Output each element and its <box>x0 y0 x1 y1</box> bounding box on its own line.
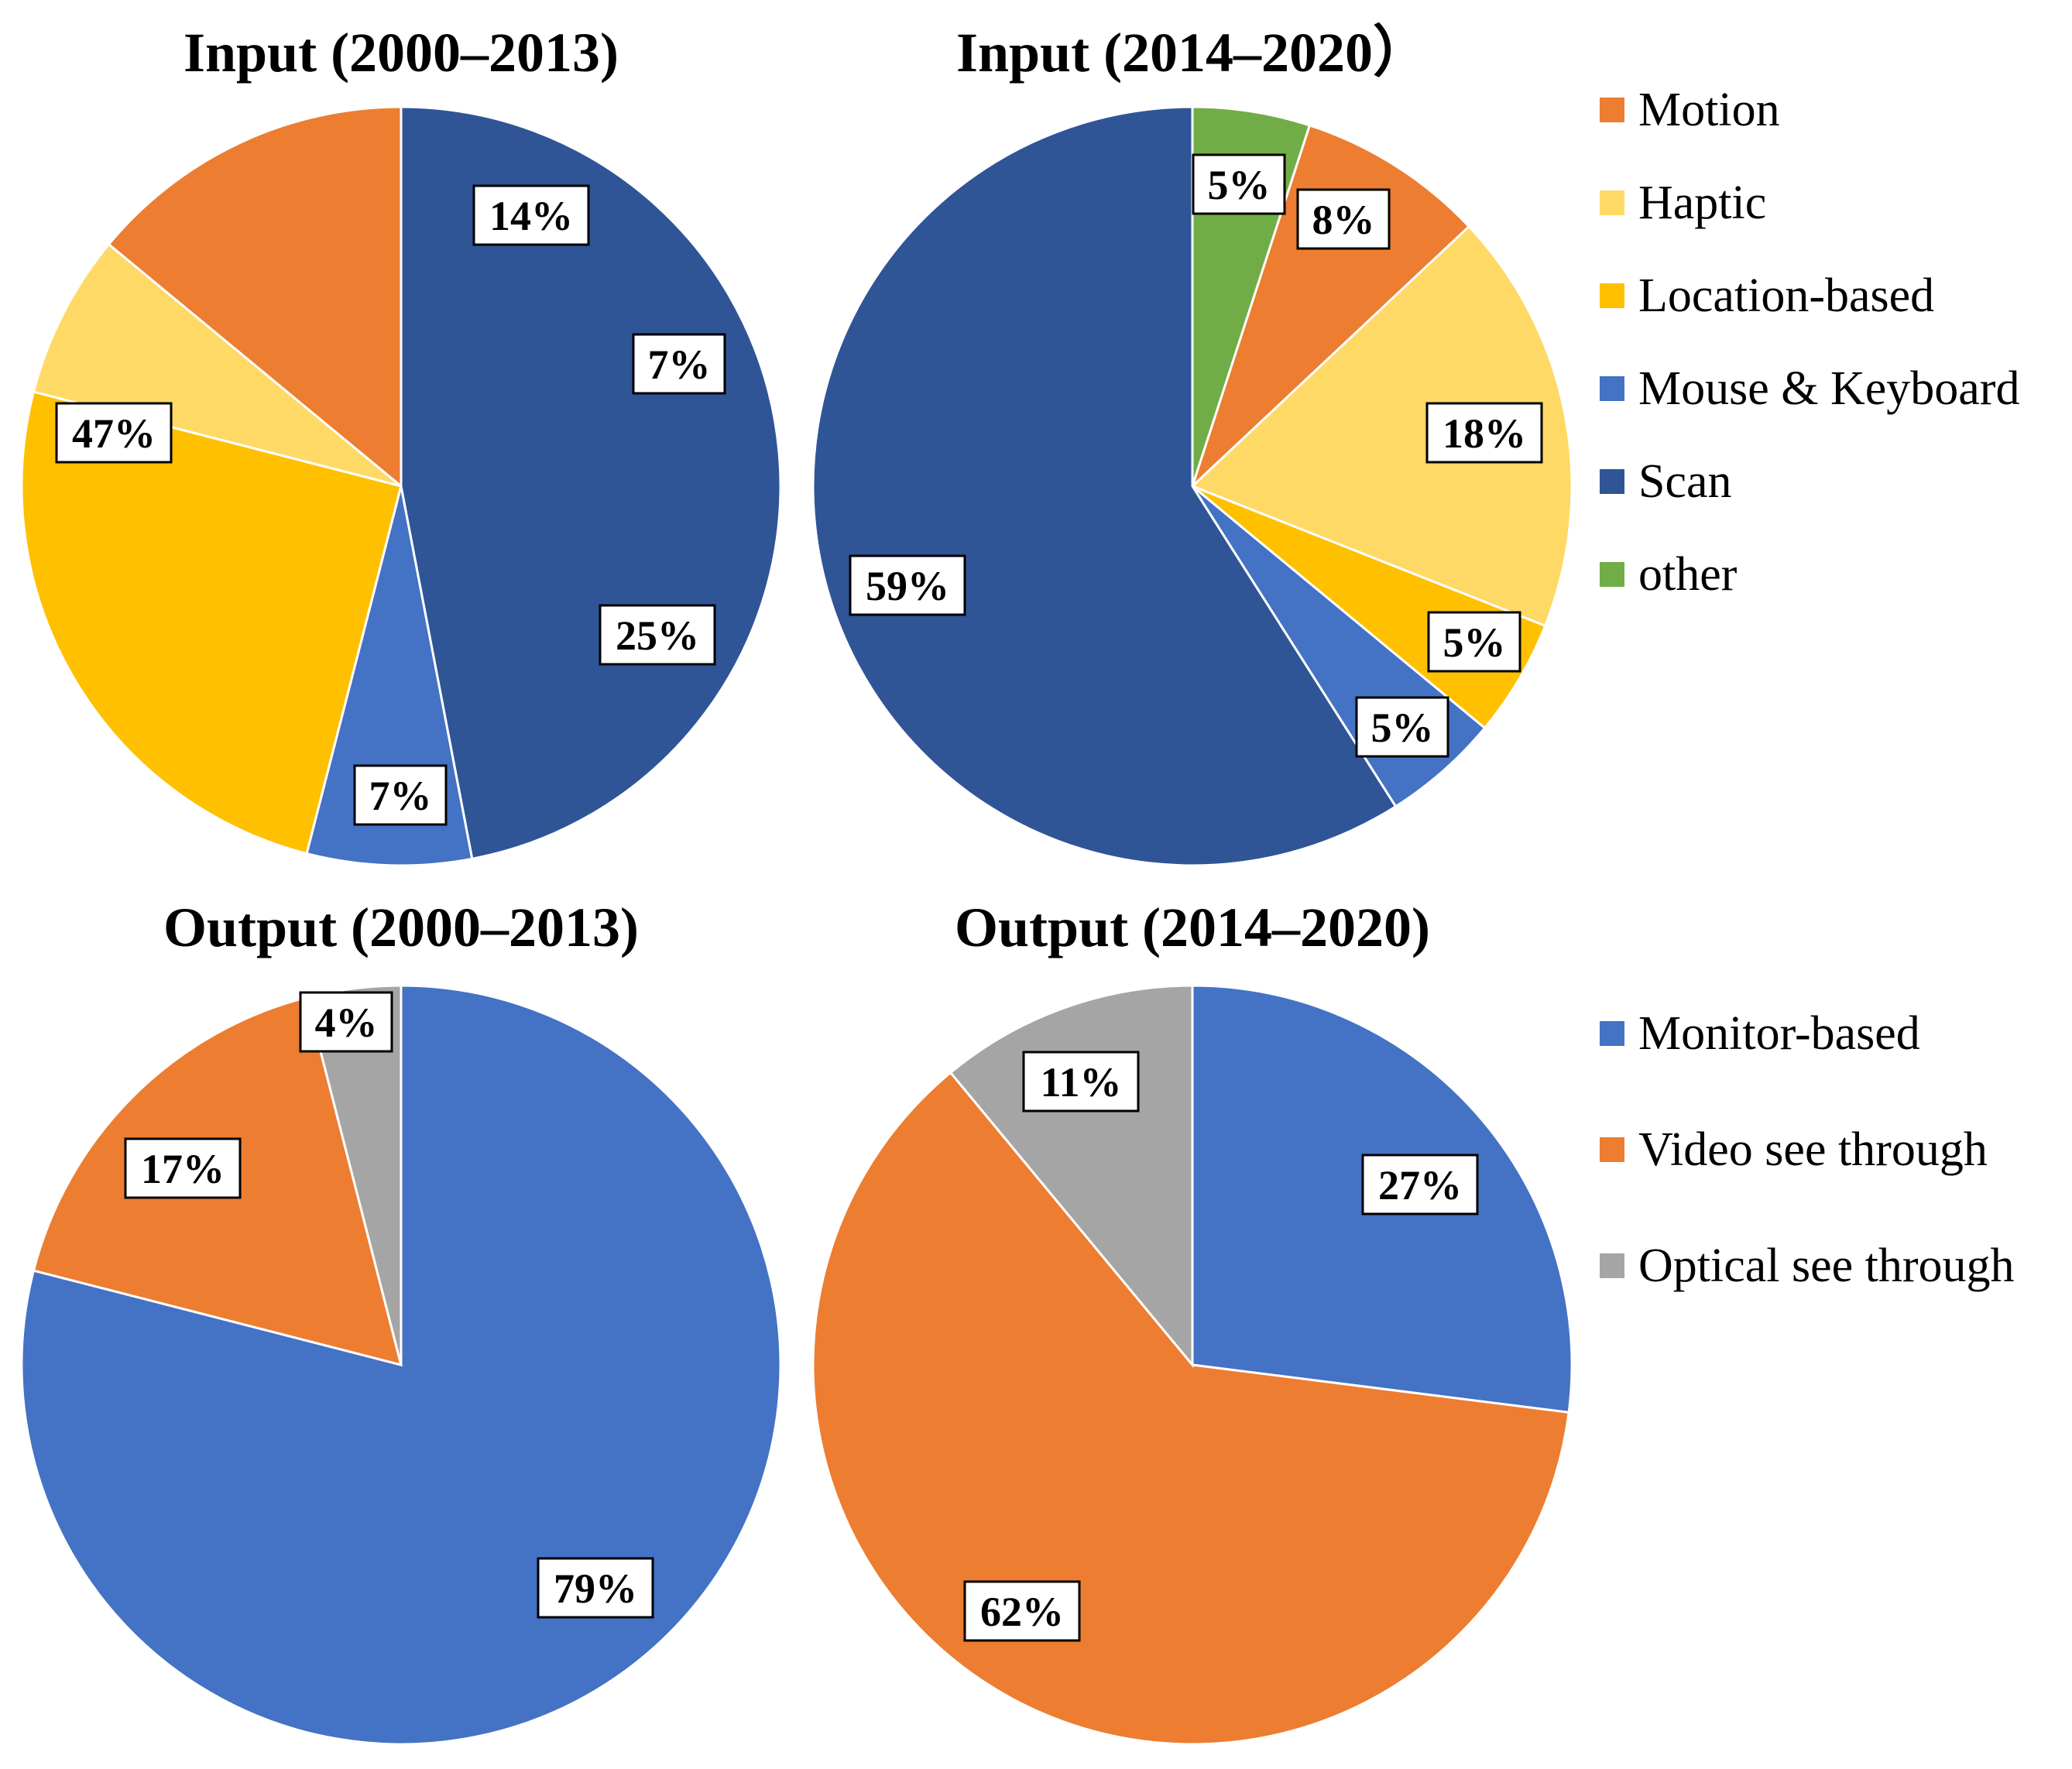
legend-swatch <box>1600 1021 1624 1046</box>
legend-label: Scan <box>1638 455 1732 508</box>
legend-label: Video see through <box>1638 1123 1988 1176</box>
data-label-haptic: 18% <box>1425 402 1543 464</box>
pie-chart-title: Output (2014–2020) <box>955 896 1430 958</box>
legend-item-haptic: Haptic <box>1600 177 1766 229</box>
data-label-box <box>963 1580 1081 1642</box>
data-label-text: 7% <box>648 341 711 388</box>
legend-swatch <box>1600 376 1624 401</box>
legend-swatch <box>1600 1253 1624 1278</box>
pie-slice-video-see-through <box>811 1071 1570 1746</box>
data-label-text: 79% <box>554 1565 637 1612</box>
data-label-box <box>632 333 726 395</box>
legend-label: Location-based <box>1638 269 1934 322</box>
data-label-monitor-based: 79% <box>537 1557 654 1619</box>
pie-chart-title: Output (2000–2013) <box>163 896 639 958</box>
data-label-box <box>537 1557 654 1619</box>
data-label-box <box>1192 153 1286 215</box>
data-label-haptic: 7% <box>632 333 726 395</box>
legend-item-optical-see-through: Optical see through <box>1600 1239 2015 1292</box>
pie-chart-title: Input (2000–2013) <box>184 22 619 84</box>
data-label-other: 5% <box>1192 153 1286 215</box>
pie-slice-haptic <box>32 242 402 488</box>
data-label-text: 8% <box>1312 197 1375 243</box>
data-label-motion: 8% <box>1296 188 1391 250</box>
data-label-box <box>55 402 173 464</box>
data-label-monitor-based: 27% <box>1361 1154 1479 1215</box>
data-label-text: 5% <box>1208 162 1271 208</box>
data-label-text: 5% <box>1371 705 1434 751</box>
pie-slice-location-based <box>20 390 403 855</box>
data-label-text: 17% <box>141 1146 225 1192</box>
pie-chart-1: Input (2000–2013) 14% 7% 25% 7% 47% <box>20 22 782 867</box>
pie-slice-haptic <box>1190 225 1573 628</box>
data-label-box <box>1425 402 1543 464</box>
legend-swatch <box>1600 190 1624 215</box>
legend-label: Monitor-based <box>1638 1007 1920 1060</box>
legend-item-motion: Motion <box>1600 84 1780 136</box>
data-label-text: 62% <box>980 1589 1064 1635</box>
data-label-box <box>353 764 448 826</box>
data-label-text: 5% <box>1443 619 1506 666</box>
data-label-text: 47% <box>72 410 156 457</box>
data-label-text: 11% <box>1040 1059 1121 1106</box>
legend-item-monitor-based: Monitor-based <box>1600 1007 1920 1060</box>
data-label-video-see-through: 17% <box>124 1137 242 1199</box>
legend-label: Optical see through <box>1638 1239 2015 1292</box>
legend-label: Haptic <box>1638 177 1766 229</box>
legend-swatch <box>1600 98 1624 122</box>
data-label-location-based: 5% <box>1427 611 1521 673</box>
data-label-text: 4% <box>315 999 378 1046</box>
legend-item-location-based: Location-based <box>1600 269 1934 322</box>
data-label-text: 7% <box>369 773 432 819</box>
pie-slice-motion <box>107 105 403 489</box>
data-label-scan: 47% <box>55 402 173 464</box>
legend-label: Motion <box>1638 84 1780 136</box>
data-label-box <box>599 604 716 666</box>
data-label-box <box>1355 696 1449 758</box>
pie-slice-scan <box>811 105 1398 867</box>
pie-slice-motion <box>1191 124 1471 488</box>
data-label-location-based: 25% <box>599 604 716 666</box>
data-label-box <box>1022 1051 1140 1112</box>
data-label-box <box>1427 611 1521 673</box>
data-label-box <box>124 1137 242 1199</box>
data-label-text: 27% <box>1378 1162 1462 1208</box>
data-label-box <box>1361 1154 1479 1215</box>
data-label-box <box>299 991 393 1053</box>
data-label-mouse-keyboard: 5% <box>1355 696 1449 758</box>
legend-swatch <box>1600 469 1624 494</box>
legend-swatch <box>1600 283 1624 308</box>
data-label-video-see-through: 62% <box>963 1580 1081 1642</box>
legend-label: Mouse & Keyboard <box>1638 362 2019 415</box>
legend-1: Motion Haptic Location-based Mouse & Keyboa… <box>1600 84 2019 601</box>
legend-item-mouse-keyboard: Mouse & Keyboard <box>1600 362 2019 415</box>
legend-swatch <box>1600 562 1624 587</box>
pie-slice-scan <box>400 105 782 861</box>
legend-swatch <box>1600 1137 1624 1162</box>
data-label-mouse-keyboard: 7% <box>353 764 448 826</box>
data-label-text: 25% <box>616 612 699 659</box>
legend-item-other: other <box>1600 548 1738 601</box>
pie-chart-2: Input (2014–2020）5%8%18%5%5%59% <box>811 22 1573 867</box>
pie-chart-4: Output (2014–2020) 27% 62% 11% <box>811 896 1573 1746</box>
data-label-text: 14% <box>489 193 573 239</box>
data-label-text: 18% <box>1443 410 1526 457</box>
data-label-optical-see-through: 4% <box>299 991 393 1053</box>
pie-chart-3: Output (2000–2013) 79% 17% 4% <box>20 896 782 1746</box>
data-label-scan: 59% <box>849 554 966 616</box>
legend-item-video-see-through: Video see through <box>1600 1123 1988 1176</box>
data-label-optical-see-through: 11% <box>1022 1051 1140 1112</box>
data-label-box <box>849 554 966 616</box>
data-label-box <box>472 184 590 246</box>
data-label-text: 59% <box>866 563 949 609</box>
legend-2: Monitor-based Video see through Optical se… <box>1600 1007 2015 1292</box>
legend-item-scan: Scan <box>1600 455 1732 508</box>
data-label-motion: 14% <box>472 184 590 246</box>
pie-chart-title: Input (2014–2020） <box>956 22 1429 84</box>
data-label-box <box>1296 188 1391 250</box>
legend-label: other <box>1638 548 1738 601</box>
